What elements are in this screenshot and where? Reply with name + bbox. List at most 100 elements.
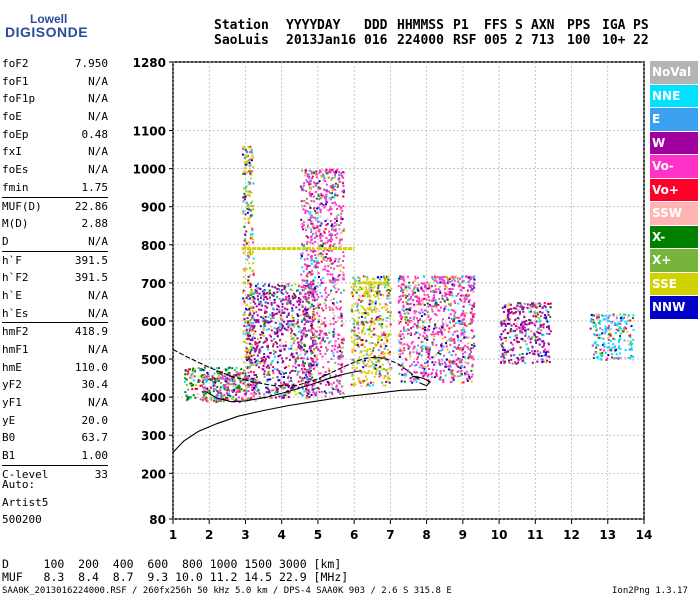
echo-point xyxy=(272,366,275,368)
echo-point xyxy=(457,280,460,283)
echo-point xyxy=(187,388,190,391)
echo-point xyxy=(386,277,389,280)
echo-point xyxy=(251,361,254,364)
echo-point xyxy=(386,307,389,310)
echo-point xyxy=(248,324,251,327)
echo-point xyxy=(427,348,430,351)
echo-point xyxy=(270,320,273,323)
echo-point xyxy=(354,303,357,305)
echo-point xyxy=(245,353,248,356)
echo-point xyxy=(529,307,532,310)
echo-point xyxy=(599,352,602,355)
echo-point xyxy=(247,279,250,282)
echo-point xyxy=(425,287,428,290)
echo-point xyxy=(251,389,254,391)
echo-point xyxy=(423,337,426,340)
echo-point xyxy=(538,320,541,323)
echo-point xyxy=(249,350,252,353)
echo-point xyxy=(312,305,315,308)
echo-point xyxy=(627,319,630,322)
echo-point xyxy=(416,300,418,302)
echo-point xyxy=(522,324,525,327)
echo-point xyxy=(229,394,232,397)
echo-point xyxy=(290,338,293,340)
echo-point xyxy=(467,300,470,303)
echo-point xyxy=(405,301,408,304)
echo-point xyxy=(281,317,284,320)
echo-point xyxy=(351,329,353,332)
echo-point xyxy=(435,353,438,356)
echo-point xyxy=(307,320,310,323)
echo-point xyxy=(500,333,503,336)
echo-point xyxy=(287,324,290,327)
echo-point xyxy=(271,360,274,362)
echo-point xyxy=(335,236,338,239)
echo-point xyxy=(324,228,327,231)
echo-point xyxy=(342,278,345,281)
echo-point xyxy=(291,369,294,372)
echo-point xyxy=(619,335,621,337)
echo-point xyxy=(236,374,239,377)
echo-point xyxy=(335,170,337,173)
echo-point xyxy=(190,377,193,380)
echo-point xyxy=(366,276,369,279)
echo-point xyxy=(374,343,376,346)
echo-point xyxy=(333,243,336,246)
echo-point xyxy=(428,325,431,328)
echo-point xyxy=(506,350,509,353)
echo-point xyxy=(434,332,437,335)
echo-point xyxy=(294,283,297,286)
echo-point xyxy=(387,293,390,296)
echo-point xyxy=(312,364,315,367)
echo-point xyxy=(249,325,252,328)
echo-point xyxy=(375,361,378,364)
echo-point xyxy=(245,296,248,299)
echo-point xyxy=(273,301,276,304)
echo-point xyxy=(247,205,250,208)
echo-point xyxy=(309,193,311,196)
echo-point xyxy=(407,347,410,350)
echo-point xyxy=(352,323,355,326)
echo-point xyxy=(597,313,600,316)
echo-point xyxy=(460,364,463,367)
echo-point xyxy=(427,328,429,331)
echo-point xyxy=(328,239,331,242)
echo-point xyxy=(210,396,213,399)
echo-point xyxy=(387,376,390,379)
echo-point xyxy=(366,383,369,386)
echo-point xyxy=(622,328,625,330)
echo-point xyxy=(401,373,404,376)
echo-point xyxy=(452,362,455,365)
echo-point xyxy=(377,359,380,362)
echo-point xyxy=(317,387,320,390)
echo-point xyxy=(601,343,604,346)
echo-point xyxy=(319,187,322,190)
echo-point xyxy=(324,286,327,289)
echo-point xyxy=(454,322,457,325)
echo-point xyxy=(287,396,290,399)
echo-point xyxy=(287,320,290,323)
echo-point xyxy=(414,371,417,374)
echo-point xyxy=(421,340,424,343)
echo-point xyxy=(401,316,404,318)
echo-point xyxy=(453,285,456,287)
echo-point xyxy=(285,366,288,369)
echo-point xyxy=(222,397,224,400)
echo-point xyxy=(276,368,279,371)
echo-point xyxy=(338,345,341,348)
echo-point xyxy=(357,377,360,380)
echo-point xyxy=(189,376,192,379)
echo-point xyxy=(374,364,376,367)
echo-point xyxy=(265,302,268,305)
echo-point xyxy=(276,342,278,345)
echo-point xyxy=(466,377,469,380)
echo-point xyxy=(441,362,444,365)
echo-point xyxy=(303,182,306,185)
echo-point xyxy=(452,376,455,379)
echo-point xyxy=(283,320,285,323)
echo-point xyxy=(510,324,513,327)
echo-point xyxy=(322,203,325,206)
echo-point xyxy=(449,292,452,295)
echo-point xyxy=(288,295,290,297)
